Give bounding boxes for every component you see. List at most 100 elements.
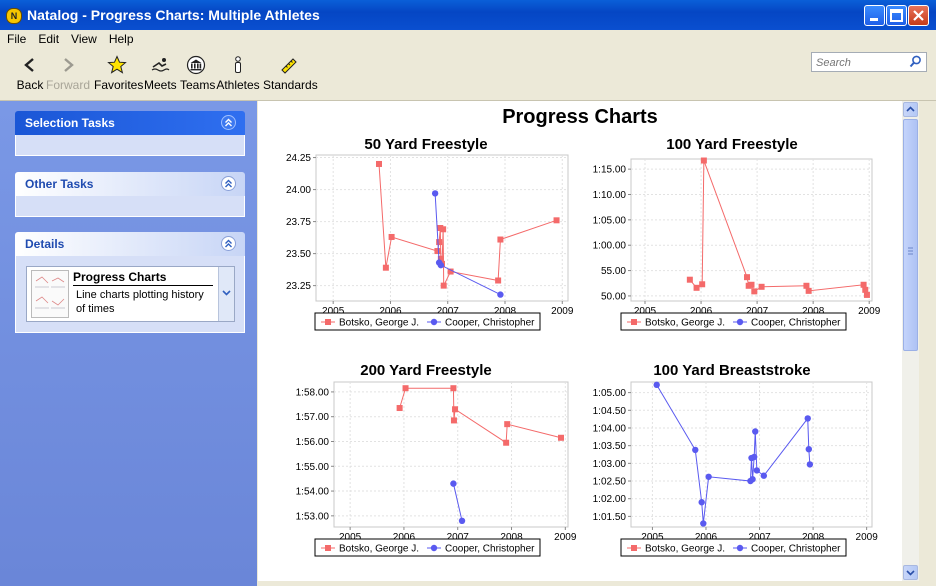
selection-tasks-header[interactable]: Selection Tasks bbox=[15, 111, 245, 135]
chart-legend: Botsko, George J. Cooper, Christopher bbox=[620, 312, 847, 331]
details-header[interactable]: Details bbox=[15, 232, 245, 256]
maximize-button[interactable] bbox=[886, 5, 907, 26]
data-point bbox=[744, 274, 751, 281]
legend-label: Cooper, Christopher bbox=[445, 318, 535, 329]
data-point bbox=[693, 284, 700, 291]
forward-label: Forward bbox=[46, 78, 91, 92]
series-line bbox=[452, 483, 463, 521]
minimize-button[interactable] bbox=[864, 5, 885, 26]
window-border bbox=[258, 581, 919, 586]
menu-view[interactable]: View bbox=[71, 32, 97, 46]
details-panel: Details Progress Charts Line charts plot… bbox=[15, 232, 245, 333]
x-tick-label: 2006 bbox=[690, 306, 713, 317]
menu-help[interactable]: Help bbox=[108, 32, 134, 46]
person-icon bbox=[235, 56, 241, 73]
x-tick-label: 2009 bbox=[858, 306, 881, 317]
meets-button[interactable]: Meets bbox=[144, 52, 177, 92]
data-point bbox=[705, 473, 712, 480]
search-input[interactable] bbox=[814, 54, 908, 72]
details-body: Progress Charts Line charts plotting his… bbox=[15, 256, 245, 333]
data-point bbox=[700, 157, 707, 164]
scroll-thumb[interactable] bbox=[903, 119, 918, 351]
app-icon: N bbox=[6, 8, 22, 24]
vertical-scrollbar[interactable] bbox=[902, 101, 919, 581]
x-tick-label: 2008 bbox=[500, 532, 523, 543]
favorites-button[interactable]: Favorites bbox=[94, 52, 144, 92]
page-title: Progress Charts bbox=[502, 106, 658, 128]
legend-marker bbox=[430, 318, 438, 326]
y-tick-label: 1:55.00 bbox=[296, 462, 330, 473]
details-scroll-button[interactable] bbox=[218, 267, 234, 321]
legend-marker bbox=[736, 318, 744, 326]
y-tick-label: 1:10.00 bbox=[593, 190, 627, 201]
x-tick-label: 2006 bbox=[379, 306, 402, 317]
window-border bbox=[919, 101, 936, 586]
forward-button[interactable]: Forward bbox=[46, 52, 90, 92]
collapse-chevron-icon[interactable] bbox=[221, 115, 236, 130]
teams-button[interactable]: Teams bbox=[180, 52, 215, 92]
menu-edit[interactable]: Edit bbox=[38, 32, 60, 46]
data-point bbox=[504, 421, 511, 428]
chevron-down-icon bbox=[906, 570, 915, 576]
forward-arrow-icon bbox=[64, 58, 74, 72]
other-tasks-body bbox=[15, 196, 245, 217]
y-tick-label: 1:58.00 bbox=[296, 387, 330, 398]
legend-label: Cooper, Christopher bbox=[751, 318, 841, 329]
y-tick-label: 23.25 bbox=[286, 281, 311, 292]
series-line bbox=[689, 160, 868, 296]
data-point bbox=[804, 415, 811, 422]
data-point bbox=[458, 517, 466, 525]
window-title: Natalog - Progress Charts: Multiple Athl… bbox=[27, 7, 320, 23]
legend-label: Botsko, George J. bbox=[339, 318, 419, 329]
legend-label: Cooper, Christopher bbox=[445, 544, 535, 555]
athletes-button[interactable]: Athletes bbox=[216, 52, 260, 92]
data-point bbox=[700, 520, 707, 527]
x-tick-label: 2005 bbox=[641, 532, 664, 543]
data-point bbox=[760, 472, 768, 479]
data-point bbox=[452, 406, 459, 413]
data-point bbox=[653, 381, 660, 389]
x-tick-label: 2009 bbox=[554, 532, 577, 543]
data-point bbox=[753, 467, 761, 474]
chart-legend: Botsko, George J. Cooper, Christopher bbox=[314, 312, 541, 331]
data-point bbox=[382, 264, 389, 271]
maximize-icon bbox=[890, 9, 903, 22]
collapse-chevron-icon[interactable] bbox=[221, 236, 236, 251]
standards-button[interactable]: Standards bbox=[263, 52, 318, 92]
details-item-card[interactable]: Progress Charts Line charts plotting his… bbox=[26, 266, 235, 322]
back-arrow-icon bbox=[24, 58, 34, 72]
task-sidebar: Selection Tasks Other Tasks Details bbox=[0, 101, 257, 586]
other-tasks-header[interactable]: Other Tasks bbox=[15, 172, 245, 196]
data-point bbox=[558, 434, 565, 441]
y-tick-label: 1:01.50 bbox=[593, 512, 627, 523]
athletes-label: Athletes bbox=[216, 78, 260, 92]
legend-marker bbox=[736, 544, 744, 552]
scroll-down-button[interactable] bbox=[903, 565, 918, 580]
chart-title: 50 Yard Freestyle bbox=[364, 136, 487, 153]
chart-1: 100 Yard Freestyle 50.00 55.00 1:00.00 1:05.… bbox=[593, 136, 881, 331]
x-tick-label: 2005 bbox=[339, 532, 362, 543]
close-button[interactable] bbox=[908, 5, 929, 26]
data-point bbox=[497, 236, 504, 243]
collapse-chevron-icon[interactable] bbox=[221, 176, 236, 191]
back-label: Back bbox=[16, 78, 44, 92]
search-icon[interactable] bbox=[909, 55, 922, 71]
chart-title: 200 Yard Freestyle bbox=[360, 362, 491, 379]
x-tick-label: 2007 bbox=[746, 306, 769, 317]
favorites-label: Favorites bbox=[94, 78, 144, 92]
data-point bbox=[503, 439, 510, 446]
star-icon bbox=[107, 55, 127, 74]
chart-thumbnail-icon bbox=[31, 270, 69, 318]
x-tick-label: 2006 bbox=[695, 532, 718, 543]
details-item-description: Line charts plotting history of times bbox=[76, 288, 216, 316]
data-point bbox=[450, 480, 457, 487]
chart-title: 100 Yard Breaststroke bbox=[653, 362, 810, 379]
y-tick-label: 1:56.00 bbox=[296, 437, 330, 448]
scroll-up-button[interactable] bbox=[903, 102, 918, 117]
legend-label: Botsko, George J. bbox=[645, 318, 725, 329]
meets-label: Meets bbox=[144, 78, 177, 92]
y-tick-label: 1:02.50 bbox=[593, 477, 627, 488]
teams-building-icon bbox=[186, 55, 206, 75]
back-button[interactable]: Back bbox=[16, 52, 44, 92]
menu-file[interactable]: File bbox=[7, 32, 27, 46]
